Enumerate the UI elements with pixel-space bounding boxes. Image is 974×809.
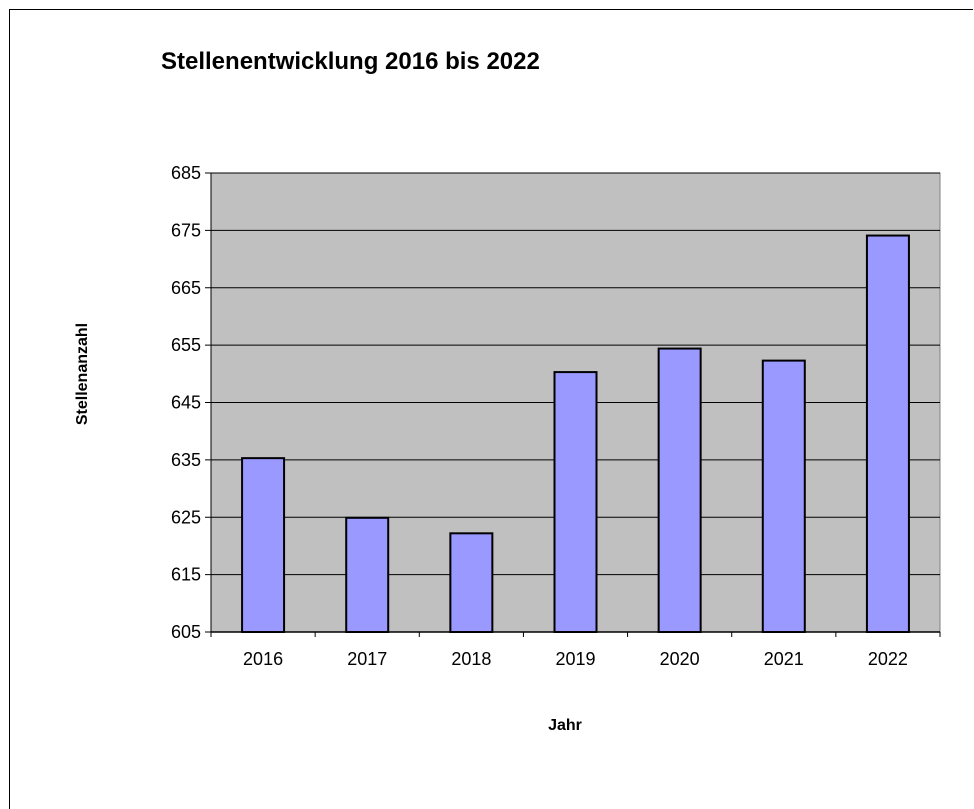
bars: [241, 234, 910, 633]
x-tick-label: 2019: [555, 649, 595, 669]
x-tick-label: 2016: [243, 649, 283, 669]
bar: [345, 516, 390, 633]
bar: [657, 347, 702, 633]
gridlines: [211, 172, 940, 576]
chart-title: Stellenentwicklung 2016 bis 2022: [161, 48, 540, 75]
y-tick-label: 665: [171, 278, 201, 298]
axes: [205, 172, 941, 637]
y-tick-label: 655: [171, 335, 201, 355]
y-tick-label: 625: [171, 507, 201, 527]
y-tick-label: 635: [171, 450, 201, 470]
bar: [449, 532, 494, 633]
x-tick-label: 2021: [764, 649, 804, 669]
bar: [761, 359, 806, 633]
x-tick-label: 2022: [868, 649, 908, 669]
x-tick-label: 2017: [347, 649, 387, 669]
x-tick-label: 2018: [451, 649, 491, 669]
y-tick-labels: 685 675 665 655 645 635 625 615 605: [171, 163, 201, 642]
y-tick-label: 605: [171, 622, 201, 642]
bar: [241, 457, 286, 633]
x-axis-label: Jahr: [548, 717, 582, 734]
y-tick-label: 615: [171, 565, 201, 585]
y-tick-label: 685: [171, 163, 201, 183]
chart-frame: [9, 9, 973, 809]
x-tick-labels: 2016 2017 2018 2019 2020 2021 2022: [243, 649, 908, 669]
y-tick-label: 645: [171, 393, 201, 413]
bar: [553, 371, 598, 633]
bar: [865, 234, 910, 633]
y-tick-label: 675: [171, 220, 201, 240]
x-tick-label: 2020: [660, 649, 700, 669]
